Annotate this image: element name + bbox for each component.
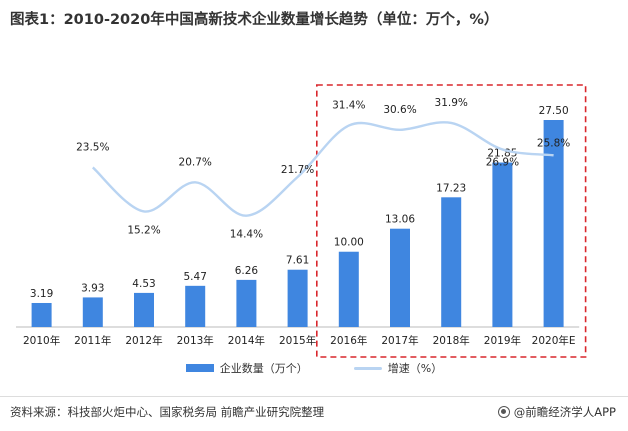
legend-bar-swatch — [185, 364, 214, 372]
bar-value-label: 3.93 — [81, 282, 104, 294]
bar-value-label: 5.47 — [184, 271, 207, 283]
bar-2018年 — [441, 197, 462, 327]
growth-value-label: 30.6% — [383, 104, 416, 116]
growth-value-label: 26.9% — [486, 156, 519, 168]
bar-2013年 — [185, 285, 206, 327]
bar-value-label: 13.06 — [385, 214, 415, 226]
growth-line — [91, 121, 554, 217]
x-tick-label: 2018年 — [433, 334, 470, 347]
growth-value-label: 14.4% — [230, 229, 263, 241]
bar-value-label: 4.53 — [132, 278, 155, 290]
x-tick-label: 2017年 — [381, 334, 418, 347]
combo-chart: 3.19 2010年 3.93 2011年 4.53 2012年 5.47 2013年 6.26… — [16, 84, 587, 358]
legend-item-line: 增速（%） — [353, 360, 443, 376]
legend-bar-label: 企业数量（万个） — [219, 362, 308, 375]
bar-2010年 — [31, 302, 52, 327]
growth-value-label: 23.5% — [76, 141, 109, 153]
x-tick-label: 2015年 — [279, 334, 316, 347]
qianzhan-logo-icon — [497, 406, 510, 418]
legend-item-bars: 企业数量（万个） — [185, 360, 308, 376]
legend-line-label: 增速（%） — [387, 362, 443, 375]
bar-value-label: 27.50 — [539, 105, 569, 117]
x-tick-label: 2016年 — [330, 334, 367, 347]
growth-value-label: 25.8% — [537, 137, 570, 149]
bar-value-label: 10.00 — [334, 237, 364, 249]
growth-value-label: 15.2% — [127, 224, 160, 236]
legend: 企业数量（万个） 增速（%） — [0, 358, 628, 378]
bar-value-label: 7.61 — [286, 255, 309, 267]
chart-title: 图表1：2010-2020年中国高新技术企业数量增长趋势（单位：万个，%） — [10, 12, 499, 28]
x-tick-label: 2019年 — [484, 334, 521, 347]
bar-2015年 — [287, 269, 308, 327]
growth-value-label: 21.7% — [281, 164, 314, 176]
bar-2016年 — [338, 251, 359, 327]
bar-value-label: 17.23 — [436, 182, 466, 194]
legend-line-swatch — [353, 366, 382, 370]
brand-credit: @前瞻经济学人APP — [497, 404, 616, 420]
x-tick-label: 2020年E — [532, 334, 576, 347]
brand-text: @前瞻经济学人APP — [513, 405, 616, 419]
growth-value-label: 31.9% — [435, 97, 468, 109]
x-tick-label: 2012年 — [125, 334, 162, 347]
x-tick-label: 2010年 — [23, 334, 60, 347]
x-tick-label: 2013年 — [177, 334, 214, 347]
source-note: 资料来源：科技部火炬中心、国家税务局 前瞻产业研究院整理 — [10, 405, 325, 419]
bar-value-label: 3.19 — [30, 288, 53, 300]
footer-divider — [0, 396, 628, 397]
growth-value-label: 31.4% — [332, 100, 365, 112]
bar-value-label: 6.26 — [235, 265, 259, 277]
bar-2014年 — [236, 279, 257, 327]
bar-2019年 — [492, 162, 513, 327]
bar-2017年 — [390, 228, 410, 327]
x-tick-label: 2014年 — [228, 334, 265, 347]
highlight-box — [315, 84, 587, 358]
bar-2012年 — [134, 292, 154, 327]
bar-2020年E — [543, 120, 564, 327]
x-tick-label: 2011年 — [74, 334, 111, 347]
bar-2011年 — [82, 297, 103, 327]
growth-value-label: 20.7% — [179, 156, 212, 168]
